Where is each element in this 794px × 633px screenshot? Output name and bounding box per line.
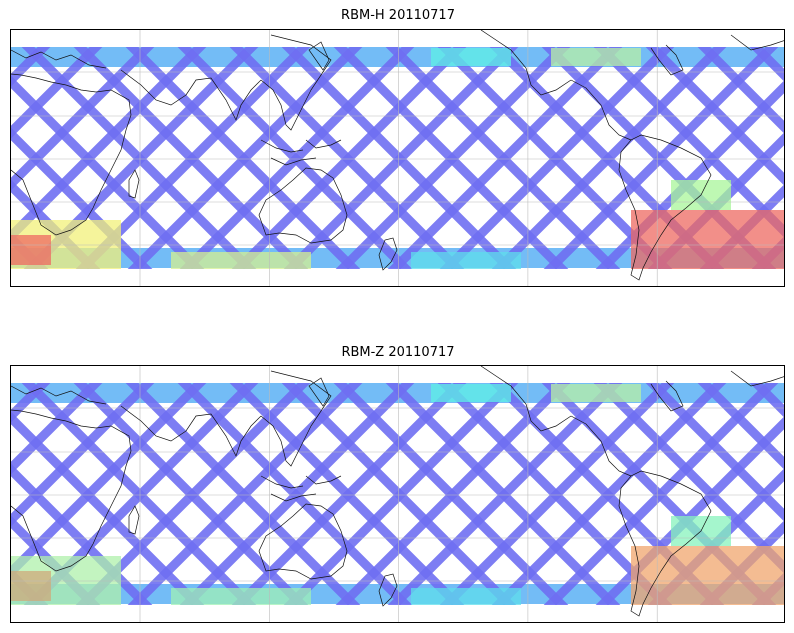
coastline [378, 573, 398, 607]
anomaly-patch [631, 546, 784, 605]
coastline [480, 30, 572, 96]
swath-track [697, 383, 784, 470]
coastline [260, 139, 304, 153]
swath-tracks [11, 47, 784, 269]
coastline [270, 493, 317, 502]
swath-track [11, 47, 103, 139]
coastline [11, 73, 132, 236]
map-canvas-rbm-h [11, 30, 784, 286]
panel-title-rbm-z: RBM-Z 20110717 [341, 345, 455, 360]
coastlines [11, 30, 784, 281]
coastline [11, 409, 132, 572]
coastline [260, 34, 332, 131]
coastline [650, 380, 684, 412]
coastline [730, 370, 784, 387]
swath-track [11, 47, 51, 87]
coastline [480, 366, 572, 432]
coastline [260, 475, 304, 489]
anomaly-patch [551, 48, 641, 66]
anomaly-patch [411, 588, 521, 605]
swath-track [697, 47, 784, 134]
anomaly-patch [11, 235, 51, 265]
map-panel-rbm-h [10, 29, 785, 287]
coastline [730, 34, 784, 51]
coastline [378, 237, 398, 271]
anomaly-patch [171, 252, 311, 269]
anomaly-patch [171, 588, 311, 605]
coastline [128, 169, 140, 199]
coastline [618, 134, 712, 281]
coastline [260, 370, 332, 467]
coastline [570, 79, 632, 141]
swath-track [749, 383, 784, 418]
coastline [270, 157, 317, 166]
coastline [570, 415, 632, 477]
map-panel-rbm-z [10, 365, 785, 623]
coastline [618, 470, 712, 617]
swath-tracks [11, 383, 784, 605]
coastline [308, 41, 330, 71]
anomaly-patch [631, 210, 784, 269]
coastline [258, 503, 348, 580]
coastline [308, 377, 330, 407]
coastline [120, 69, 262, 121]
map-canvas-rbm-z [11, 366, 784, 622]
coastline [128, 505, 140, 535]
swath-track [749, 47, 784, 82]
graticule [11, 30, 784, 286]
swath-track [11, 383, 103, 475]
coastline [258, 167, 348, 244]
coastline [305, 475, 342, 485]
anomaly-patch [411, 252, 521, 269]
panel-title-rbm-h: RBM-H 20110717 [341, 8, 455, 23]
coastline [650, 44, 684, 76]
coastline [11, 385, 107, 405]
anomaly-patch [11, 571, 51, 601]
anomaly-patch [431, 48, 511, 66]
coastline [120, 405, 262, 457]
coastlines [11, 366, 784, 617]
swath-track [11, 383, 51, 423]
anomaly-patch [431, 384, 511, 402]
coastline [11, 49, 107, 69]
anomaly-patch [551, 384, 641, 402]
coastline [305, 139, 342, 149]
graticule [11, 366, 784, 622]
